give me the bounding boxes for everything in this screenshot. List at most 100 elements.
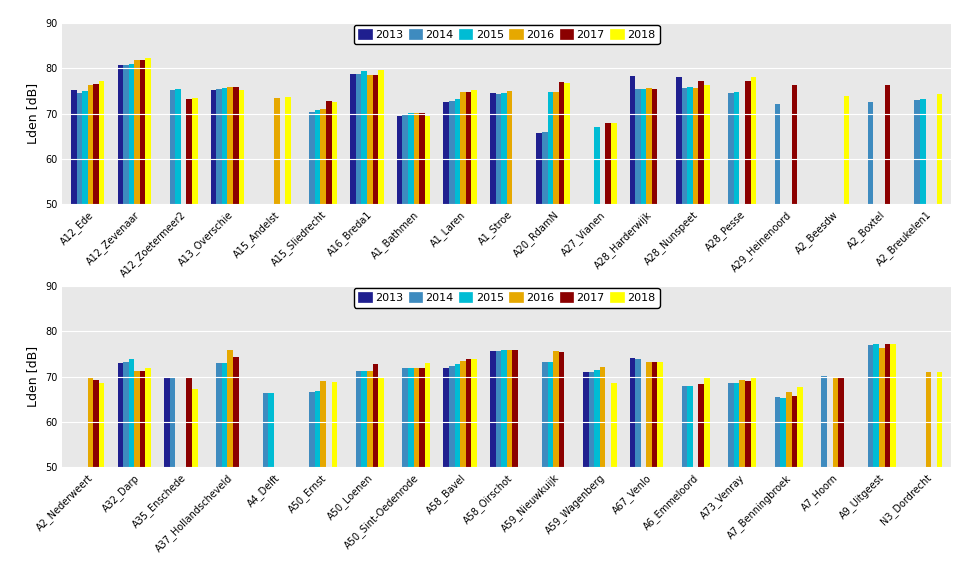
- Bar: [792, 86, 797, 204]
- Bar: [454, 364, 460, 467]
- Bar: [228, 87, 233, 204]
- Bar: [646, 362, 652, 467]
- Bar: [140, 371, 145, 467]
- Bar: [94, 84, 98, 204]
- Bar: [734, 383, 739, 467]
- Bar: [285, 97, 291, 204]
- Bar: [192, 389, 198, 467]
- Bar: [646, 88, 652, 204]
- Bar: [71, 90, 76, 204]
- Bar: [676, 78, 682, 204]
- Bar: [890, 344, 896, 467]
- Bar: [635, 360, 641, 467]
- Bar: [704, 86, 709, 204]
- Bar: [460, 92, 466, 204]
- Bar: [466, 359, 471, 467]
- Bar: [402, 368, 408, 467]
- Bar: [554, 351, 559, 467]
- Bar: [611, 123, 617, 204]
- Bar: [589, 372, 595, 467]
- Bar: [868, 101, 874, 204]
- Bar: [419, 368, 424, 467]
- Bar: [129, 64, 134, 204]
- Bar: [937, 95, 943, 204]
- Bar: [915, 100, 920, 204]
- Bar: [186, 99, 192, 204]
- Bar: [507, 351, 512, 467]
- Bar: [542, 132, 548, 204]
- Bar: [320, 381, 326, 467]
- Bar: [310, 112, 315, 204]
- Bar: [222, 363, 228, 467]
- Y-axis label: Lden [dB]: Lden [dB]: [27, 346, 39, 407]
- Bar: [833, 377, 838, 467]
- Bar: [797, 387, 803, 467]
- Bar: [379, 70, 383, 204]
- Bar: [460, 361, 466, 467]
- Bar: [356, 371, 361, 467]
- Bar: [449, 101, 454, 204]
- Bar: [554, 92, 559, 204]
- Bar: [408, 368, 414, 467]
- Bar: [868, 345, 874, 467]
- Bar: [583, 372, 589, 467]
- Bar: [489, 93, 495, 204]
- Bar: [734, 92, 739, 204]
- Bar: [94, 380, 98, 467]
- Bar: [728, 384, 734, 467]
- Bar: [471, 91, 477, 204]
- Bar: [98, 81, 104, 204]
- Bar: [145, 368, 151, 467]
- Bar: [548, 92, 554, 204]
- Bar: [699, 82, 704, 204]
- Bar: [134, 60, 140, 204]
- Bar: [699, 384, 704, 467]
- Bar: [367, 75, 373, 204]
- Bar: [564, 83, 570, 204]
- Bar: [641, 89, 646, 204]
- Bar: [222, 88, 228, 204]
- Bar: [501, 93, 507, 204]
- Bar: [367, 371, 373, 467]
- Bar: [216, 363, 222, 467]
- Bar: [414, 113, 419, 204]
- Bar: [233, 87, 239, 204]
- Bar: [210, 91, 216, 204]
- Bar: [228, 350, 233, 467]
- Bar: [315, 110, 320, 204]
- Bar: [682, 88, 687, 204]
- Bar: [471, 359, 477, 467]
- Bar: [402, 115, 408, 204]
- Bar: [745, 381, 750, 467]
- Bar: [134, 370, 140, 467]
- Bar: [635, 89, 641, 204]
- Bar: [424, 363, 430, 467]
- Bar: [123, 362, 129, 467]
- Bar: [414, 368, 419, 467]
- Bar: [82, 91, 88, 204]
- Legend: 2013, 2014, 2015, 2016, 2017, 2018: 2013, 2014, 2015, 2016, 2017, 2018: [354, 25, 660, 44]
- Bar: [652, 88, 658, 204]
- Bar: [821, 376, 827, 467]
- Bar: [937, 372, 943, 467]
- Bar: [682, 386, 687, 467]
- Bar: [750, 77, 756, 204]
- Bar: [687, 386, 693, 467]
- Bar: [118, 363, 123, 467]
- Bar: [129, 359, 134, 467]
- Bar: [774, 104, 780, 204]
- Bar: [884, 86, 890, 204]
- Bar: [356, 74, 361, 204]
- Bar: [739, 380, 745, 467]
- Bar: [599, 367, 605, 467]
- Bar: [652, 362, 658, 467]
- Bar: [501, 351, 507, 467]
- Bar: [320, 108, 326, 204]
- Bar: [489, 351, 495, 467]
- Bar: [233, 357, 239, 467]
- Bar: [548, 362, 554, 467]
- Bar: [595, 127, 599, 204]
- Bar: [495, 93, 501, 204]
- Bar: [123, 65, 129, 204]
- Bar: [326, 101, 332, 204]
